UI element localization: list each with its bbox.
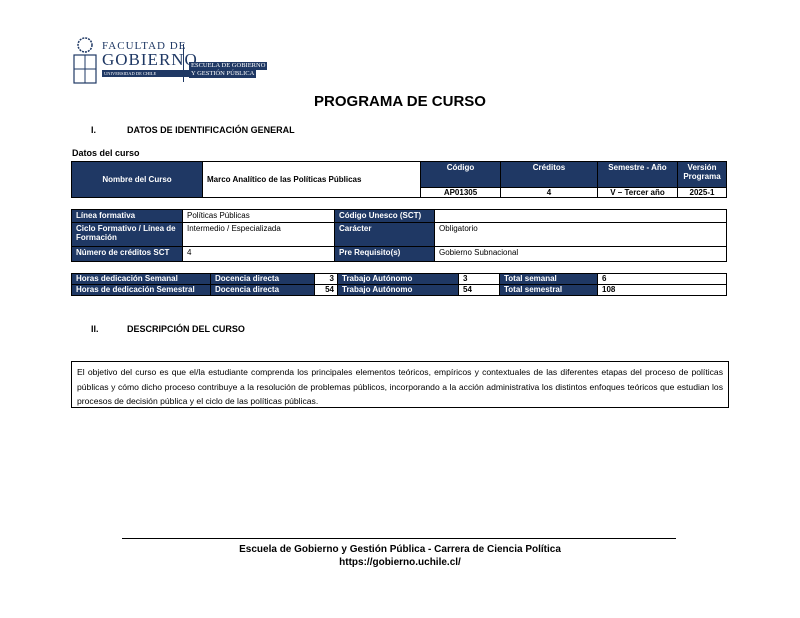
auto-value: 54	[458, 284, 500, 296]
school-logo: ESCUELA DE GOBIERNO Y GESTIÓN PÚBLICA	[189, 62, 268, 78]
auto-value: 3	[458, 273, 500, 285]
sct-label: Número de créditos SCT	[71, 246, 183, 262]
footer-line1: Escuela de Gobierno y Gestión Pública - …	[239, 544, 561, 555]
code-label: Código	[420, 161, 501, 188]
prereq-label: Pre Requisito(s)	[334, 246, 435, 262]
logo-divider	[183, 44, 184, 82]
info-table: Línea formativa Políticas Públicas Códig…	[71, 209, 727, 262]
credits-label: Créditos	[500, 161, 598, 188]
version-value: 2025-1	[677, 187, 727, 198]
hours-label: Horas dedicación Semanal	[71, 273, 211, 285]
logo-line2: GOBIERNO	[102, 50, 198, 69]
course-description: El objetivo del curso es que el/la estud…	[71, 361, 729, 408]
total-label: Total semanal	[499, 273, 598, 285]
section-1-number: I.	[91, 125, 97, 135]
hours-row: Horas de dedicación Semestral Docencia d…	[71, 284, 727, 296]
hours-row: Horas dedicación Semanal Docencia direct…	[71, 273, 727, 285]
school-line1: ESCUELA DE GOBIERNO	[189, 62, 268, 70]
logo-line1: FACULTAD DE	[102, 40, 187, 52]
course-table: Nombre del Curso Marco Analítico de las …	[71, 161, 727, 198]
footer-link[interactable]: https://gobierno.uchile.cl/	[339, 557, 461, 568]
unesco-value	[434, 209, 727, 223]
faculty-logo: FACULTAD DE GOBIERNO UNIVERSIDAD DE CHIL…	[102, 40, 198, 77]
version-label: Versión Programa	[677, 161, 727, 188]
university-seal-icon	[72, 36, 98, 86]
direct-label: Docencia directa	[210, 273, 315, 285]
footer-divider	[122, 538, 676, 539]
code-value: AP01305	[420, 187, 501, 198]
hours-table: Horas dedicación Semanal Docencia direct…	[71, 273, 727, 296]
semester-value: V – Tercer año	[597, 187, 678, 198]
total-value: 6	[597, 273, 727, 285]
ciclo-label: Ciclo Formativo / Línea de Formación	[71, 222, 183, 247]
ciclo-value: Intermedio / Especializada	[182, 222, 335, 247]
caracter-value: Obligatorio	[434, 222, 727, 247]
caracter-label: Carácter	[334, 222, 435, 247]
direct-value: 54	[314, 284, 338, 296]
total-value: 108	[597, 284, 727, 296]
direct-label: Docencia directa	[210, 284, 315, 296]
section-1-title: DATOS DE IDENTIFICACIÓN GENERAL	[127, 125, 295, 135]
semester-label: Semestre - Año	[597, 161, 678, 188]
school-line2: Y GESTIÓN PÚBLICA	[189, 70, 257, 78]
page-title: PROGRAMA DE CURSO	[314, 93, 486, 110]
course-name: Marco Analítico de las Políticas Pública…	[202, 161, 421, 198]
linea-label: Línea formativa	[71, 209, 183, 223]
total-label: Total semestral	[499, 284, 598, 296]
prereq-value: Gobierno Subnacional	[434, 246, 727, 262]
linea-value: Políticas Públicas	[182, 209, 335, 223]
section-2-number: II.	[91, 324, 99, 334]
direct-value: 3	[314, 273, 338, 285]
subtitle-datos: Datos del curso	[72, 148, 140, 158]
hours-label: Horas de dedicación Semestral	[71, 284, 211, 296]
credits-value: 4	[500, 187, 598, 198]
course-name-label: Nombre del Curso	[71, 161, 203, 198]
auto-label: Trabajo Autónomo	[337, 273, 459, 285]
sct-value: 4	[182, 246, 335, 262]
section-2-title: DESCRIPCIÓN DEL CURSO	[127, 324, 245, 334]
auto-label: Trabajo Autónomo	[337, 284, 459, 296]
unesco-label: Código Unesco (SCT)	[334, 209, 435, 223]
logo-line3: UNIVERSIDAD DE CHILE	[102, 70, 198, 77]
